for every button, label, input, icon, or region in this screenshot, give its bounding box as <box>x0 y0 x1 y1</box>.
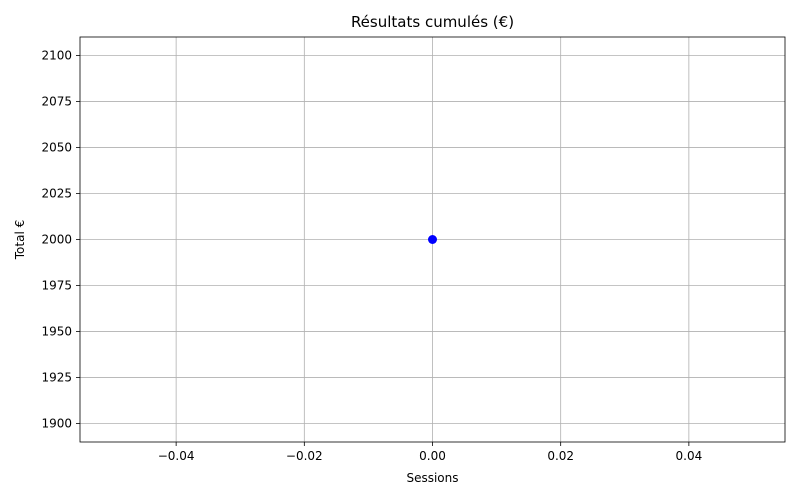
y-tick-label: 2075 <box>41 94 72 108</box>
y-tick-label: 1925 <box>41 371 72 385</box>
x-tick-label: −0.02 <box>286 449 323 463</box>
chart-title: Résultats cumulés (€) <box>351 13 514 31</box>
y-tick-label: 1950 <box>41 325 72 339</box>
x-tick-label: −0.04 <box>158 449 195 463</box>
y-tick-label: 1975 <box>41 279 72 293</box>
grid <box>80 37 785 442</box>
x-axis-label: Sessions <box>406 471 458 485</box>
y-axis-label: Total € <box>13 220 27 260</box>
y-tick-label: 2100 <box>41 48 72 62</box>
x-tick-label: 0.00 <box>419 449 446 463</box>
x-tick-label: 0.04 <box>676 449 703 463</box>
y-tick-label: 1900 <box>41 417 72 431</box>
data-points <box>428 235 437 244</box>
y-tick-label: 2050 <box>41 140 72 154</box>
axis-ticks: −0.04 −0.02 0.00 0.02 0.04 1900 1925 1950 1975 20… <box>41 48 702 463</box>
x-tick-label: 0.02 <box>547 449 574 463</box>
data-point <box>428 235 437 244</box>
y-tick-label: 2025 <box>41 186 72 200</box>
y-tick-label: 2000 <box>41 233 72 247</box>
